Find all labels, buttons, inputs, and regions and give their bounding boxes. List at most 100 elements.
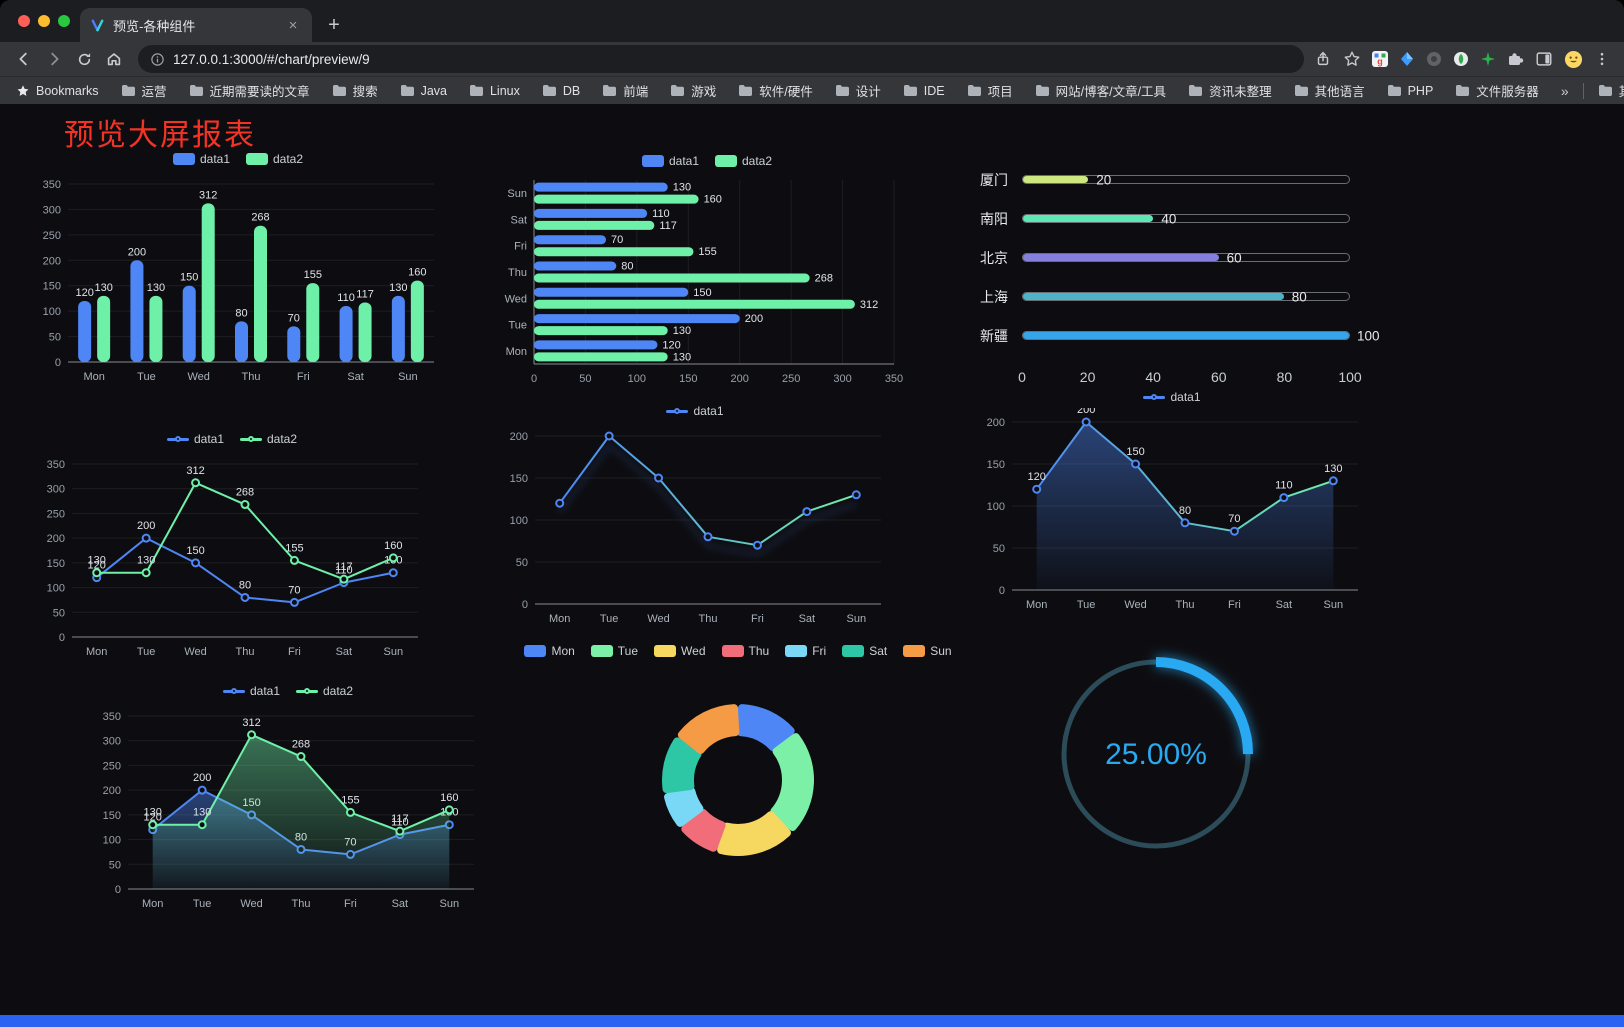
extension-kite-button[interactable]: [1399, 51, 1415, 67]
legend-item[interactable]: Mon: [524, 644, 575, 658]
legend-item[interactable]: data1: [666, 404, 724, 418]
legend-item[interactable]: data2: [296, 684, 353, 698]
svg-text:250: 250: [43, 230, 61, 242]
bookmark-folder[interactable]: 运营: [121, 81, 167, 100]
progress-row[interactable]: 厦门 20: [980, 160, 1390, 199]
legend-item[interactable]: Fri: [785, 644, 826, 658]
zoom-window-button[interactable]: [58, 15, 70, 27]
back-button[interactable]: [10, 45, 38, 73]
close-window-button[interactable]: [18, 15, 30, 27]
legend-item[interactable]: data2: [240, 432, 297, 446]
chart-canvas[interactable]: 0 50 100 150 200 250 300 350 Mon Tue Wed Thu Fri Sat S…: [88, 702, 488, 915]
legend-item[interactable]: Thu: [721, 644, 769, 658]
smooth-line-chart[interactable]: data1 0 50 100 150 200 Mon Tue Wed Thu Fri Sat Sun: [495, 400, 895, 630]
home-button[interactable]: [100, 45, 128, 73]
bookmark-folder[interactable]: Java: [400, 84, 447, 98]
donut-chart[interactable]: Mon Tue Wed Thu Fri Sat Sun: [524, 640, 952, 890]
minimize-window-button[interactable]: [38, 15, 50, 27]
extensions-puzzle-button[interactable]: [1507, 51, 1524, 68]
bookmark-folder[interactable]: 网站/博客/文章/工具: [1035, 81, 1166, 100]
bookmarks-manager[interactable]: Bookmarks: [16, 84, 99, 98]
progress-row[interactable]: 上海 80: [980, 277, 1390, 316]
bookmark-folder[interactable]: 项目: [967, 81, 1013, 100]
chart-canvas[interactable]: 0 50 100 150 200 Mon Tue Wed Thu Fri Sat Sun 120 200 1…: [972, 404, 1372, 616]
legend-item[interactable]: data1: [222, 684, 280, 698]
progress-bar-chart[interactable]: 厦门 20 南阳 40 北京 60 上海 80 新疆 100 0 20 40 60 80 100: [980, 152, 1390, 407]
bookmark-folder[interactable]: 文件服务器: [1455, 81, 1539, 100]
bookmark-folder-label: Java: [420, 83, 447, 98]
svg-text:70: 70: [288, 584, 300, 596]
browser-tab[interactable]: 预览-各种组件 ×: [80, 8, 312, 42]
progress-value: 80: [1291, 289, 1307, 304]
legend-item[interactable]: Sat: [842, 644, 887, 658]
browser-menu-button[interactable]: [1594, 51, 1610, 67]
legend-item[interactable]: data1: [1143, 390, 1201, 404]
progress-label: 南阳: [980, 210, 1008, 227]
profile-avatar[interactable]: [1564, 50, 1583, 69]
chart-canvas[interactable]: 25.00%: [1046, 644, 1266, 864]
sidebar-toggle-button[interactable]: [1535, 50, 1553, 68]
bookmark-folder[interactable]: 资讯未整理: [1188, 81, 1272, 100]
extension-sparkle-button[interactable]: [1480, 51, 1496, 67]
legend-item[interactable]: data1: [172, 152, 230, 166]
bookmark-folder[interactable]: 近期需要读的文章: [189, 81, 310, 100]
legend-item[interactable]: Wed: [654, 644, 706, 658]
area-multi-line-chart[interactable]: data1 data2 0 50 100 150 200 250 300 350 Mon Tue Wed…: [88, 680, 488, 915]
legend-item[interactable]: Sun: [903, 644, 952, 658]
svg-text:Thu: Thu: [242, 371, 261, 383]
extension-leaf-button[interactable]: [1453, 51, 1469, 67]
legend-item[interactable]: data2: [246, 152, 303, 166]
progress-track: 80: [1022, 289, 1350, 304]
bookmarks-right: » 其他书签: [1561, 81, 1624, 100]
progress-row[interactable]: 北京 60: [980, 238, 1390, 277]
chart-canvas[interactable]: [528, 662, 948, 890]
svg-text:0: 0: [522, 599, 528, 611]
bookmark-folder[interactable]: 软件/硬件: [738, 81, 813, 100]
bookmark-star-button[interactable]: [1343, 50, 1361, 68]
url-text[interactable]: 127.0.0.1:3000/#/chart/preview/9: [173, 51, 370, 67]
tab-close-icon[interactable]: ×: [288, 16, 298, 34]
bookmark-folder[interactable]: 其他语言: [1294, 81, 1365, 100]
svg-text:117: 117: [659, 220, 677, 232]
share-button[interactable]: [1314, 50, 1332, 68]
bookmark-folder[interactable]: 前端: [602, 81, 648, 100]
folder-icon: [835, 85, 849, 96]
bookmark-folder[interactable]: DB: [542, 84, 580, 98]
horizontal-bar-chart[interactable]: data1 data2 0 50 100 150 200 250 300 350 Mon Tue Wed…: [492, 150, 922, 390]
gauge-chart[interactable]: 25.00%: [1046, 644, 1266, 864]
svg-text:300: 300: [43, 204, 61, 216]
address-bar[interactable]: 127.0.0.1:3000/#/chart/preview/9: [138, 45, 1304, 73]
new-tab-button[interactable]: +: [328, 13, 340, 36]
bookmark-folder[interactable]: 游戏: [670, 81, 716, 100]
bookmark-folder[interactable]: Linux: [469, 84, 520, 98]
bookmark-folder[interactable]: 设计: [835, 81, 881, 100]
bookmarks-overflow-button[interactable]: »: [1560, 82, 1569, 99]
extension-g-button[interactable]: g: [1372, 51, 1388, 67]
chart-canvas[interactable]: 0 50 100 150 200 250 300 350 Mon Tue Wed Thu Fri Sat S…: [32, 450, 432, 663]
multi-line-chart[interactable]: data1 data2 0 50 100 150 200 250 300 350 Mon Tue Wed…: [32, 428, 432, 663]
legend-item[interactable]: Tue: [590, 644, 638, 658]
svg-text:Sun: Sun: [846, 613, 866, 625]
progress-row[interactable]: 南阳 40: [980, 199, 1390, 238]
chart-canvas[interactable]: 0 50 100 150 200 250 300 350 Mon Tue Wed Thu Fri Sat S…: [492, 172, 922, 390]
other-bookmarks-button[interactable]: 其他书签: [1598, 81, 1624, 100]
grouped-bar-chart[interactable]: data1 data2 0 50 100 150 200 250 300 350 Mon Tue Wed…: [28, 148, 448, 388]
svg-text:Tue: Tue: [137, 646, 156, 658]
legend-item[interactable]: data2: [715, 154, 772, 168]
chart-canvas[interactable]: 0 50 100 150 200 Mon Tue Wed Thu Fri Sat Sun: [495, 422, 895, 630]
legend-item[interactable]: data1: [166, 432, 224, 446]
bookmark-folder[interactable]: PHP: [1387, 84, 1433, 98]
svg-text:Sat: Sat: [347, 371, 364, 383]
svg-text:Mon: Mon: [506, 346, 527, 358]
reload-button[interactable]: [70, 45, 98, 73]
bookmark-folder[interactable]: IDE: [903, 84, 945, 98]
svg-text:Tue: Tue: [137, 371, 156, 383]
area-line-chart[interactable]: data1 0 50 100 150 200 Mon Tue Wed Thu Fri Sat Sun 12…: [972, 386, 1372, 616]
chart-canvas[interactable]: 0 50 100 150 200 250 300 350 Mon Tue Wed Thu Fri Sat S…: [28, 170, 448, 388]
forward-button[interactable]: [40, 45, 68, 73]
extension-dark-button[interactable]: [1426, 51, 1442, 67]
legend-item[interactable]: data1: [641, 154, 699, 168]
progress-row[interactable]: 新疆 100: [980, 316, 1390, 355]
bookmark-folder[interactable]: 搜索: [332, 81, 378, 100]
site-info-icon[interactable]: [150, 52, 165, 67]
